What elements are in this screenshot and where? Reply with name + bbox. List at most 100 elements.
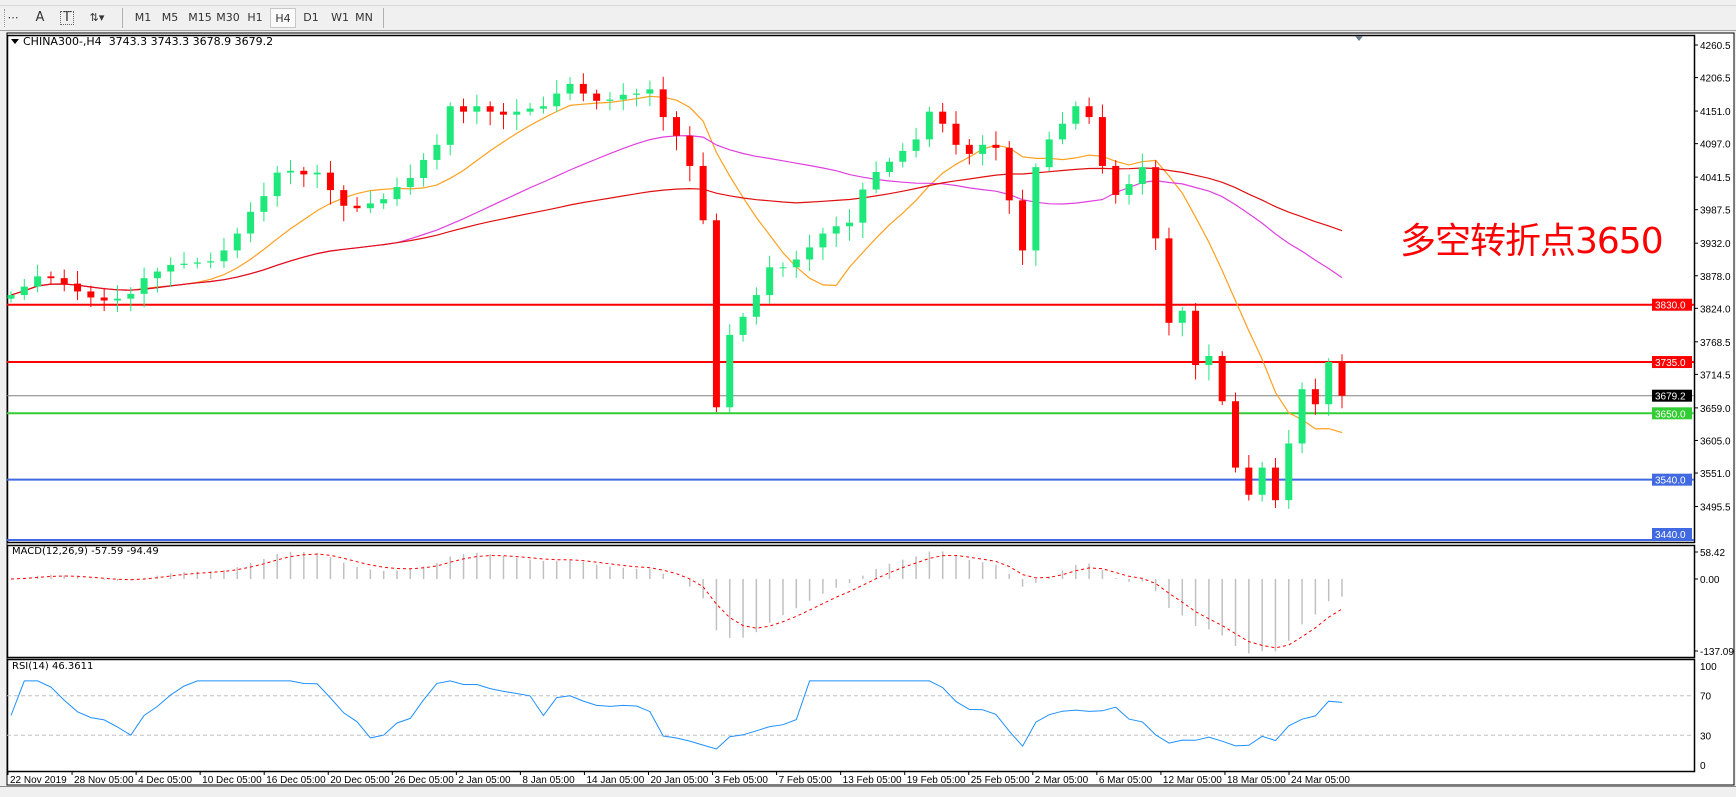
- candles: [7, 73, 1346, 509]
- bear-candle: [300, 170, 308, 175]
- timeframe-d1[interactable]: D1: [303, 11, 319, 24]
- bear-candle: [1085, 106, 1093, 118]
- date-label: 25 Feb 05:00: [971, 775, 1030, 786]
- period-separators-icon[interactable]: ⋯: [7, 11, 19, 24]
- timeframe-h4[interactable]: H4: [270, 8, 296, 28]
- price-tick-label: 4097.0: [1700, 140, 1731, 151]
- bull-candle: [925, 111, 933, 140]
- price-tick-label: 3495.5: [1700, 503, 1731, 514]
- bear-candle: [340, 190, 348, 206]
- date-label: 24 Mar 05:00: [1291, 775, 1350, 786]
- bull-candle: [260, 196, 268, 212]
- price-tick-label: 3768.5: [1700, 338, 1731, 349]
- timeframe-m5[interactable]: M5: [161, 11, 179, 24]
- bear-candle: [699, 165, 707, 221]
- rsi-title: RSI(14) 46.3611: [12, 661, 94, 672]
- bear-candle: [1019, 200, 1027, 251]
- level-label-box: [1652, 528, 1692, 540]
- bull-candle: [979, 144, 987, 154]
- macd-tick-label: 0.00: [1700, 575, 1720, 586]
- bear-candle: [965, 144, 973, 154]
- toolbar-separator: [122, 8, 123, 28]
- bull-candle: [899, 150, 907, 162]
- bear-candle: [712, 220, 720, 408]
- bull-candle: [752, 295, 760, 317]
- symbol-label: CHINA300-,H4: [23, 35, 102, 48]
- bear-candle: [579, 83, 587, 94]
- bull-candle: [220, 250, 228, 262]
- chart-tabs-bar[interactable]: [0, 786, 1736, 797]
- chart-toolbar: ⋯ A T ⇅▾ M1 M5 M15 M30 H1 H4 D1 W1 MN: [0, 6, 1736, 31]
- bull-candle: [420, 159, 428, 179]
- macd-signal-line: [10, 553, 1343, 649]
- timeframe-h1[interactable]: H1: [247, 11, 263, 24]
- timeframe-m30[interactable]: M30: [216, 11, 240, 24]
- price-tick-label: 3605.0: [1700, 436, 1731, 447]
- bull-candle: [127, 293, 135, 299]
- bear-candle: [499, 111, 507, 115]
- bull-candle: [792, 259, 800, 268]
- bull-candle: [380, 199, 388, 204]
- timeframe-m15[interactable]: M15: [188, 11, 212, 24]
- bull-candle: [1045, 139, 1053, 168]
- bull-candle: [393, 187, 401, 200]
- bull-candle: [20, 286, 28, 296]
- date-label: 6 Mar 05:00: [1099, 775, 1153, 786]
- bull-candle: [193, 262, 201, 264]
- toolbar-separator: [383, 8, 384, 28]
- bear-candle: [992, 144, 1000, 148]
- timeframe-m1[interactable]: M1: [134, 11, 152, 24]
- bull-candle: [1125, 184, 1133, 195]
- text-tool-icon[interactable]: A: [35, 10, 45, 25]
- bull-candle: [406, 178, 414, 188]
- bull-candle: [806, 247, 814, 260]
- price-tick-label: 3551.0: [1700, 469, 1731, 480]
- price-tick-label: 4151.0: [1700, 107, 1731, 118]
- chart-window: [6, 32, 1735, 786]
- macd-title: MACD(12,26,9) -57.59 -94.49: [12, 546, 159, 557]
- price-tick-label: 3714.5: [1700, 370, 1731, 381]
- level-label: 3540.0: [1655, 476, 1686, 487]
- bull-candle: [7, 295, 15, 299]
- chart-menu-triangle-icon[interactable]: [11, 39, 19, 44]
- price-tick-label: 3987.5: [1700, 206, 1731, 217]
- bull-candle: [819, 233, 827, 248]
- moving-average-line: [10, 95, 1343, 434]
- bull-candle: [872, 171, 880, 190]
- bull-candle: [446, 106, 454, 145]
- timeframe-mn[interactable]: MN: [355, 11, 373, 24]
- bear-candle: [60, 278, 68, 284]
- bear-candle: [74, 283, 82, 292]
- price-tick-label: 3932.0: [1700, 239, 1731, 250]
- bear-candle: [1112, 165, 1120, 195]
- bear-candle: [1165, 238, 1173, 323]
- bull-candle: [1325, 362, 1333, 405]
- bear-candle: [326, 172, 334, 191]
- text-label-tool-icon[interactable]: T: [57, 8, 77, 28]
- bear-candle: [100, 297, 108, 301]
- date-label: 19 Feb 05:00: [907, 775, 966, 786]
- bull-candle: [566, 83, 574, 94]
- macd-tick-label: 58.42: [1700, 548, 1725, 559]
- timeframe-w1[interactable]: W1: [331, 11, 349, 24]
- bull-candle: [619, 94, 627, 100]
- bull-candle: [153, 271, 161, 279]
- date-label: 12 Mar 05:00: [1163, 775, 1222, 786]
- bull-candle: [140, 278, 148, 294]
- rsi-panel: [6, 658, 1696, 773]
- arrows-tool-icon[interactable]: ⇅▾: [89, 11, 105, 24]
- bear-candle: [673, 117, 680, 136]
- toolbar-grip[interactable]: [4, 9, 8, 27]
- level-label: 3735.0: [1655, 358, 1686, 369]
- bear-candle: [486, 106, 494, 112]
- bull-candle: [473, 106, 481, 112]
- bull-candle: [1258, 467, 1266, 495]
- level-label-box: [1652, 407, 1692, 420]
- ohlc-values: 3743.3 3743.3 3678.9 3679.2: [108, 35, 274, 48]
- bull-candle: [646, 89, 654, 94]
- date-label: 10 Dec 05:00: [202, 775, 262, 786]
- rsi-tick-label: 100: [1700, 662, 1717, 673]
- bull-candle: [526, 108, 534, 112]
- bear-candle: [939, 111, 947, 124]
